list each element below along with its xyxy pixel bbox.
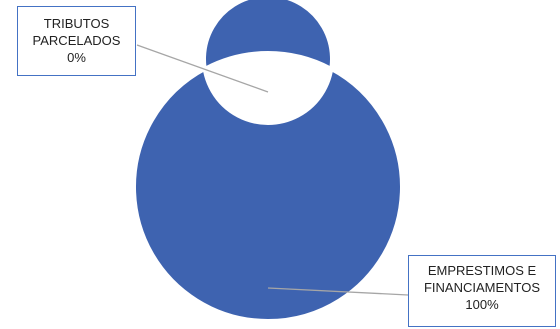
leader-line-0 bbox=[136, 44, 269, 93]
pie-slice-1 bbox=[131, 0, 404, 323]
data-label-line2: PARCELADOS bbox=[32, 33, 121, 48]
leader-line-1 bbox=[267, 287, 409, 296]
data-label-emprestimos-financiamentos: EMPRESTIMOS E FINANCIAMENTOS 100% bbox=[408, 255, 556, 327]
data-label-line2: FINANCIAMENTOS bbox=[423, 280, 541, 295]
data-label-percent: 0% bbox=[67, 50, 86, 65]
data-label-tributos-parcelados: TRIBUTOS PARCELADOS 0% bbox=[17, 6, 136, 76]
data-label-line1: EMPRESTIMOS E bbox=[427, 263, 537, 278]
data-label-line1: TRIBUTOS bbox=[43, 16, 110, 31]
data-label-percent: 100% bbox=[465, 297, 499, 312]
